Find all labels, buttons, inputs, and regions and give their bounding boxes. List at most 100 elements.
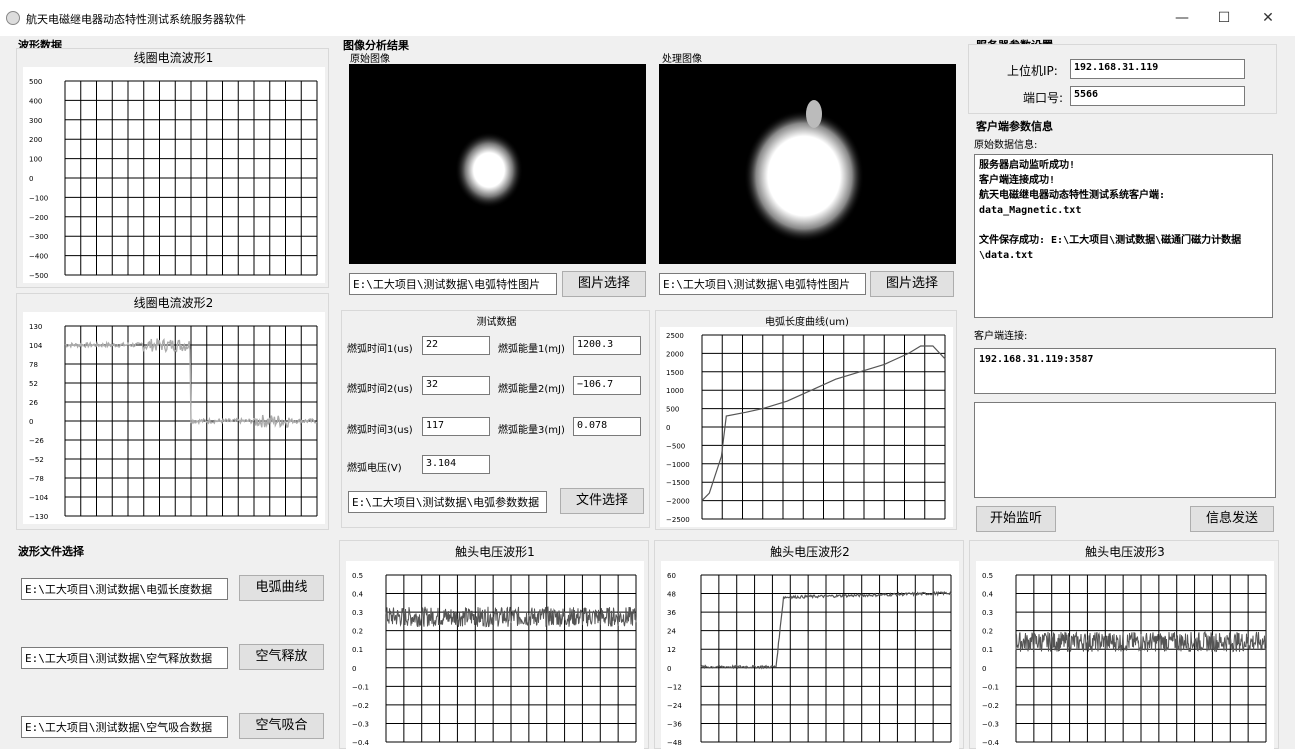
coil1-panel: 线圈电流波形1 500 400 300 200 100 0 −100 −200 −300 −400…	[16, 48, 329, 288]
contact-v2-chart: 60 48 36 24 12 0 −12 −24 −36 −48	[661, 561, 959, 750]
arc-energy-value[interactable]: 0.078	[573, 417, 641, 436]
ip-input[interactable]: 192.168.31.119	[1070, 59, 1245, 79]
arc-length-panel: 电弧长度曲线(um) 2500 2000 1500 1000 500 0 −500 −1000…	[655, 310, 957, 530]
processed-image-select-button[interactable]: 图片选择	[870, 271, 954, 297]
y-tick-label: 0	[982, 665, 986, 673]
coil2-chart: 130 104 78 52 26 0 −26 −52 −78 −104 −130	[23, 312, 325, 524]
arc-voltage-label: 燃弧电压(V)	[347, 463, 402, 474]
arc-energy-value[interactable]: 1200.3	[573, 336, 641, 355]
processed-image-path[interactable]: E:\工大项目\测试数据\电弧特性图片	[659, 273, 866, 295]
file-select-group-title: 波形文件选择	[18, 545, 84, 558]
close-button[interactable]: ✕	[1262, 10, 1274, 26]
minimize-button[interactable]: —	[1175, 10, 1189, 26]
y-tick-label: −0.1	[982, 683, 999, 691]
image-group-title: 图像分析结果	[343, 39, 409, 52]
y-tick-label: 12	[667, 646, 676, 654]
y-tick-label: −1000	[666, 461, 690, 469]
y-tick-label: −1500	[666, 479, 690, 487]
port-input[interactable]: 5566	[1070, 86, 1245, 106]
waveform-file-path[interactable]: E:\工大项目\测试数据\空气释放数据	[21, 647, 228, 669]
y-tick-label: −36	[667, 720, 682, 728]
contact-v2-series-line	[700, 590, 952, 670]
y-tick-label: −500	[666, 442, 685, 450]
start-listen-button[interactable]: 开始监听	[976, 506, 1056, 532]
contact-v1-panel: 触头电压波形1 0.5 0.4 0.3 0.2 0.1 0 −0.1 −0.2 −0.3 −0.4	[339, 540, 649, 750]
y-tick-label: 0	[29, 175, 33, 183]
y-tick-label: 0.5	[352, 572, 363, 580]
y-tick-label: −0.2	[352, 702, 369, 710]
waveform-file-button[interactable]: 空气释放	[239, 644, 324, 670]
file-select-button[interactable]: 文件选择	[560, 488, 644, 514]
coil2-series-line	[64, 337, 318, 429]
contact-v3-chart: 0.5 0.4 0.3 0.2 0.1 0 −0.1 −0.2 −0.3 −0.4	[976, 561, 1274, 750]
y-tick-label: −0.4	[352, 739, 370, 747]
y-tick-label: −52	[29, 456, 44, 464]
y-tick-label: 36	[667, 609, 676, 617]
y-tick-label: 60	[667, 572, 676, 580]
arc-energy-label: 燃弧能量1(mJ)	[498, 344, 565, 355]
y-tick-label: −100	[29, 194, 48, 202]
arc-time-value[interactable]: 22	[422, 336, 490, 355]
coil2-title: 线圈电流波形2	[133, 296, 214, 310]
window-title: 航天电磁继电器动态特性测试系统服务器软件	[26, 13, 246, 26]
y-tick-label: 400	[29, 97, 42, 105]
contact-v2-title: 触头电压波形2	[770, 545, 850, 559]
arc-length-title: 电弧长度曲线(um)	[765, 317, 849, 328]
grid	[701, 334, 946, 520]
arc-time-value[interactable]: 117	[422, 417, 490, 436]
grid	[385, 574, 637, 743]
arc-time-value[interactable]: 32	[422, 376, 490, 395]
y-tick-label: −12	[667, 683, 682, 691]
arc-voltage-value[interactable]: 3.104	[422, 455, 490, 474]
raw-data-text[interactable]: 服务器启动监听成功! 客户端连接成功! 航天电磁继电器动态特性测试系统客户端: …	[974, 154, 1273, 318]
y-tick-label: −2000	[666, 498, 690, 506]
y-tick-label: 0	[666, 424, 670, 432]
y-tick-label: −26	[29, 437, 44, 445]
arc-energy-value[interactable]: −106.7	[573, 376, 641, 395]
grid	[700, 574, 952, 743]
contact-v1-title: 触头电压波形1	[455, 545, 535, 559]
original-image	[349, 64, 646, 264]
y-tick-label: −0.2	[982, 702, 999, 710]
y-tick-label: 0.4	[352, 591, 364, 599]
arc-length-chart: 2500 2000 1500 1000 500 0 −500 −1000 −1500 −2000 −…	[660, 327, 953, 527]
y-tick-label: 500	[29, 78, 42, 86]
y-tick-label: 2500	[666, 332, 684, 340]
grid	[64, 325, 318, 517]
y-tick-label: −2500	[666, 516, 690, 524]
client-conn-list[interactable]: 192.168.31.119:3587	[974, 348, 1276, 394]
y-tick-label: −0.4	[982, 739, 1000, 747]
y-tick-label: 0	[667, 665, 671, 673]
waveform-file-path[interactable]: E:\工大项目\测试数据\电弧长度数据	[21, 578, 228, 600]
client-conn-label: 客户端连接:	[974, 331, 1028, 342]
waveform-file-path[interactable]: E:\工大项目\测试数据\空气吸合数据	[21, 716, 228, 738]
send-message-button[interactable]: 信息发送	[1190, 506, 1274, 532]
y-tick-label: 0.1	[982, 646, 993, 654]
y-tick-label: −24	[667, 702, 682, 710]
message-input[interactable]	[974, 402, 1276, 498]
y-tick-label: 500	[666, 406, 679, 414]
y-tick-label: 130	[29, 323, 42, 331]
raw-data-label: 原始数据信息:	[974, 140, 1038, 151]
arc-param-file-path[interactable]: E:\工大项目\测试数据\电弧参数数据	[348, 491, 547, 513]
y-tick-label: 0	[29, 418, 33, 426]
waveform-file-button[interactable]: 空气吸合	[239, 713, 324, 739]
client-group-title: 客户端参数信息	[976, 120, 1053, 133]
y-tick-label: −300	[29, 233, 48, 241]
y-tick-label: 0.3	[982, 609, 993, 617]
processed-image-label: 处理图像	[662, 54, 702, 65]
arc-time-label: 燃弧时间2(us)	[347, 384, 413, 395]
y-tick-label: 0.3	[352, 609, 363, 617]
original-image-select-button[interactable]: 图片选择	[562, 271, 646, 297]
arc-length-series-line	[701, 345, 946, 502]
maximize-button[interactable]: ☐	[1217, 10, 1231, 26]
y-tick-label: −400	[29, 253, 48, 261]
waveform-file-button[interactable]: 电弧曲线	[239, 575, 324, 601]
y-tick-label: −0.1	[352, 683, 369, 691]
y-tick-label: −500	[29, 272, 48, 280]
original-image-path[interactable]: E:\工大项目\测试数据\电弧特性图片	[349, 273, 557, 295]
y-tick-label: 0.4	[982, 591, 994, 599]
y-tick-label: 52	[29, 380, 38, 388]
arc-time-label: 燃弧时间3(us)	[347, 425, 413, 436]
y-tick-label: 0.5	[982, 572, 993, 580]
